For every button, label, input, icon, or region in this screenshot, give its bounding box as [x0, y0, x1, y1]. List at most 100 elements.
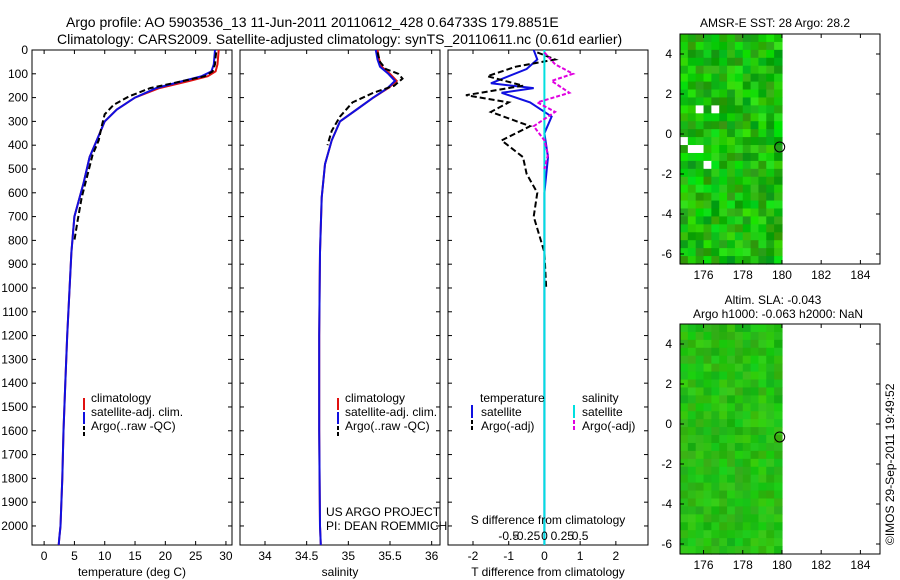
heatmap-cell — [687, 49, 697, 59]
heatmap-cell — [742, 57, 752, 67]
x-tick-label: 0 — [41, 549, 48, 563]
heatmap-cell — [687, 34, 697, 43]
heatmap-cell — [711, 522, 720, 531]
heatmap-cell — [719, 371, 728, 381]
series-line — [532, 51, 576, 170]
heatmap-cell — [711, 363, 720, 373]
heatmap-cell — [774, 232, 783, 241]
heatmap-cell — [695, 450, 705, 460]
heatmap-cell — [750, 34, 760, 43]
heatmap-cell — [742, 514, 752, 523]
heatmap-cell — [711, 498, 720, 508]
heatmap-cell — [687, 506, 697, 515]
y-tick-label: 300 — [8, 114, 28, 128]
heatmap-cell — [711, 216, 720, 225]
x-tick-label: 15 — [128, 549, 142, 563]
heatmap-cell — [750, 490, 760, 500]
y-tick-label: 1600 — [1, 424, 28, 438]
x-tick-label: 30 — [219, 549, 233, 563]
heatmap-cell — [727, 192, 736, 202]
heatmap-cell — [774, 363, 783, 373]
heatmap-cell — [734, 363, 744, 373]
heatmap-cell — [680, 192, 689, 202]
heatmap-cell — [766, 137, 775, 146]
heatmap-cell — [766, 411, 775, 420]
heatmap-cell — [719, 387, 728, 396]
map-y-tick-label: 2 — [665, 377, 672, 391]
heatmap-cell — [687, 89, 697, 99]
heatmap-cell — [719, 105, 728, 114]
heatmap-cell — [758, 403, 767, 412]
heatmap-cell — [750, 192, 760, 202]
difference-xlabel: T difference from climatology — [471, 565, 625, 579]
heatmap-cell — [711, 184, 720, 194]
heatmap-cell — [711, 514, 720, 523]
heatmap-cell — [750, 216, 760, 225]
heatmap-cell — [695, 184, 705, 194]
heatmap-cell — [750, 331, 760, 341]
heatmap-cell — [758, 216, 767, 225]
heatmap-cell — [719, 458, 728, 468]
heatmap-cell — [766, 41, 775, 51]
map-y-tick-label: -4 — [661, 207, 672, 221]
heatmap-cell — [766, 73, 775, 83]
x-tick-label: 35.5 — [378, 549, 402, 563]
heatmap-cell — [687, 490, 697, 500]
heatmap-cell — [719, 324, 728, 333]
heatmap-cell — [711, 200, 720, 210]
map-x-tick-label: 180 — [772, 558, 792, 572]
heatmap-cell — [734, 530, 744, 539]
map-x-tick-label: 180 — [772, 268, 792, 282]
heatmap-cell — [750, 506, 760, 515]
heatmap-cell — [687, 324, 697, 333]
heatmap-cell — [719, 97, 728, 106]
heatmap-cell — [719, 411, 728, 420]
heatmap-cell — [687, 97, 697, 106]
heatmap-cell — [719, 65, 728, 75]
heatmap-cell — [774, 129, 783, 138]
heatmap-cell — [727, 403, 736, 412]
heatmap-cell — [711, 482, 720, 492]
heatmap-cell — [695, 49, 705, 59]
heatmap-cell — [703, 41, 712, 51]
heatmap-cell — [727, 435, 736, 444]
heatmap-cell — [727, 546, 736, 555]
heatmap-cell — [742, 498, 752, 508]
heatmap-cell — [766, 331, 775, 341]
heatmap-cell — [703, 427, 712, 436]
heatmap-cell — [758, 176, 767, 186]
heatmap-cell — [734, 538, 744, 547]
heatmap-cell — [758, 145, 767, 154]
legend-salinity-header: salinity — [582, 391, 619, 405]
heatmap-cell — [687, 176, 697, 186]
heatmap-cell — [680, 184, 689, 194]
heatmap-cell — [719, 73, 728, 83]
heatmap-cell — [703, 57, 712, 67]
heatmap-cell — [687, 466, 697, 476]
heatmap-cell — [719, 184, 728, 194]
difference-secondary-xlabel: S difference from climatology — [471, 513, 626, 527]
heatmap-cell — [703, 49, 712, 59]
heatmap-cell — [758, 248, 767, 257]
heatmap-cell — [734, 514, 744, 523]
heatmap-cell — [766, 89, 775, 99]
heatmap-cell — [766, 490, 775, 500]
heatmap-cell — [680, 145, 689, 154]
heatmap-cell — [750, 339, 760, 349]
heatmap-cell — [734, 208, 744, 218]
heatmap-cell — [695, 482, 705, 492]
heatmap-cell — [727, 49, 736, 59]
heatmap-cell — [727, 232, 736, 241]
heatmap-cell — [750, 514, 760, 523]
heatmap-cell — [727, 73, 736, 83]
heatmap-cell — [734, 129, 744, 138]
heatmap-cell — [766, 192, 775, 202]
heatmap-cell — [774, 355, 783, 365]
heatmap-cell — [750, 224, 760, 233]
difference-lines — [465, 49, 576, 545]
heatmap-cell — [687, 57, 697, 67]
heatmap-cell — [711, 208, 720, 218]
heatmap-cell — [750, 450, 760, 460]
heatmap-cell — [758, 387, 767, 396]
heatmap-cell — [695, 506, 705, 515]
